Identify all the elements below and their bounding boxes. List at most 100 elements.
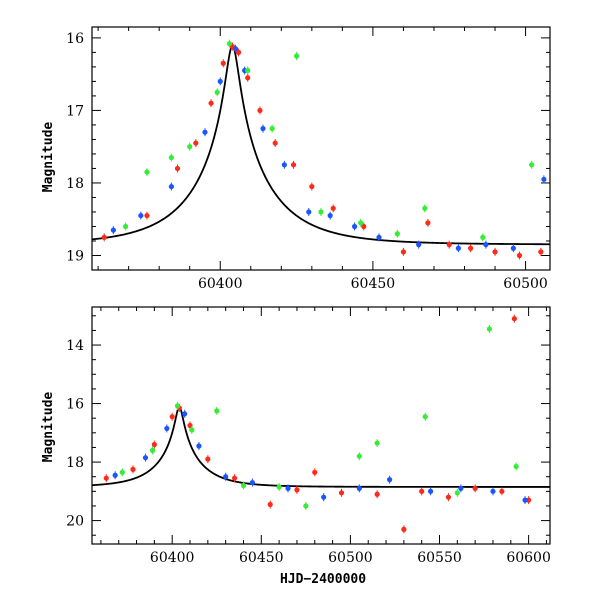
data-point: [269, 125, 275, 132]
data-layer: [92, 314, 550, 534]
y-tick-label: 20: [66, 514, 84, 530]
data-point: [196, 443, 202, 449]
x-tick-label: 60400: [198, 276, 243, 292]
plot-frame: [91, 306, 551, 545]
data-point: [245, 67, 251, 74]
data-point: [445, 494, 452, 500]
data-point: [245, 75, 251, 81]
x-tick-label: 60400: [150, 550, 195, 566]
data-point: [486, 326, 493, 332]
data-point: [490, 488, 496, 494]
data-point: [217, 78, 223, 85]
y-tick-label: 16: [66, 397, 84, 413]
x-tick-label: 60450: [351, 276, 396, 292]
data-point: [293, 53, 300, 59]
data-point: [330, 205, 336, 211]
data-layer: [92, 39, 550, 260]
data-point: [541, 176, 547, 182]
data-point: [151, 441, 157, 448]
data-point: [454, 490, 460, 496]
series-2: [119, 324, 519, 510]
y-tick-label: 16: [66, 31, 84, 47]
data-point: [182, 411, 188, 417]
data-point: [538, 249, 544, 255]
data-point: [223, 474, 229, 480]
data-point: [400, 249, 407, 255]
data-point: [468, 245, 474, 251]
data-point: [358, 220, 364, 226]
data-point: [483, 242, 489, 248]
data-point: [276, 484, 282, 490]
data-point: [394, 231, 400, 237]
data-point: [290, 162, 297, 168]
y-tick-label: 14: [66, 338, 84, 354]
data-point: [220, 60, 226, 66]
data-point: [472, 485, 478, 492]
data-point: [272, 140, 278, 146]
model-curve: [92, 405, 550, 488]
series-1: [112, 409, 528, 505]
data-point: [522, 497, 528, 503]
data-point: [374, 440, 380, 446]
data-point: [138, 212, 144, 219]
data-point: [446, 242, 452, 248]
data-point: [174, 165, 181, 172]
x-tick-label: 60550: [417, 550, 462, 566]
data-point: [214, 89, 220, 95]
series-1: [110, 44, 547, 253]
data-point: [338, 490, 345, 496]
x-tick-label: 60500: [328, 550, 373, 566]
bottom-xlabel: HJD−2400000: [280, 572, 366, 587]
data-point: [164, 425, 170, 432]
y-tick-label: 17: [66, 103, 84, 119]
data-point: [374, 491, 380, 497]
data-point: [168, 154, 174, 161]
data-point: [226, 41, 232, 47]
data-point: [112, 472, 118, 478]
data-point: [168, 183, 174, 190]
data-point: [267, 501, 273, 508]
data-point: [401, 526, 407, 532]
data-point: [361, 223, 367, 230]
series-0: [101, 42, 544, 260]
data-point: [458, 485, 464, 492]
data-point: [187, 144, 193, 150]
data-point: [174, 403, 181, 409]
data-point: [529, 162, 535, 168]
bottom-ylabel: Magnitude: [41, 392, 56, 463]
x-tick-label: 60450: [239, 550, 284, 566]
data-point: [356, 453, 362, 459]
data-point: [240, 482, 247, 489]
data-point: [499, 488, 505, 494]
data-point: [480, 234, 486, 240]
data-point: [422, 205, 428, 211]
x-tick-label: 60500: [503, 276, 548, 292]
data-point: [205, 456, 211, 462]
data-point: [510, 245, 516, 251]
data-point: [303, 503, 309, 509]
data-point: [492, 249, 498, 255]
data-point: [416, 242, 422, 248]
data-point: [202, 129, 208, 135]
data-point: [419, 488, 425, 494]
data-point: [144, 169, 150, 175]
data-point: [249, 479, 255, 486]
data-point: [294, 487, 300, 493]
data-point: [318, 209, 324, 215]
data-point: [119, 469, 125, 475]
model-curve: [92, 44, 550, 246]
data-point: [260, 125, 266, 132]
data-point: [122, 223, 129, 230]
data-point: [526, 497, 532, 503]
data-point: [149, 447, 156, 453]
series-2: [122, 39, 535, 242]
data-point: [356, 485, 362, 492]
y-tick-label: 18: [66, 176, 84, 192]
plot-frame: [91, 26, 551, 271]
data-point: [376, 234, 382, 240]
data-point: [321, 494, 327, 500]
data-point: [103, 475, 109, 481]
data-point: [387, 477, 393, 483]
data-point: [144, 212, 150, 219]
data-point: [281, 162, 287, 168]
